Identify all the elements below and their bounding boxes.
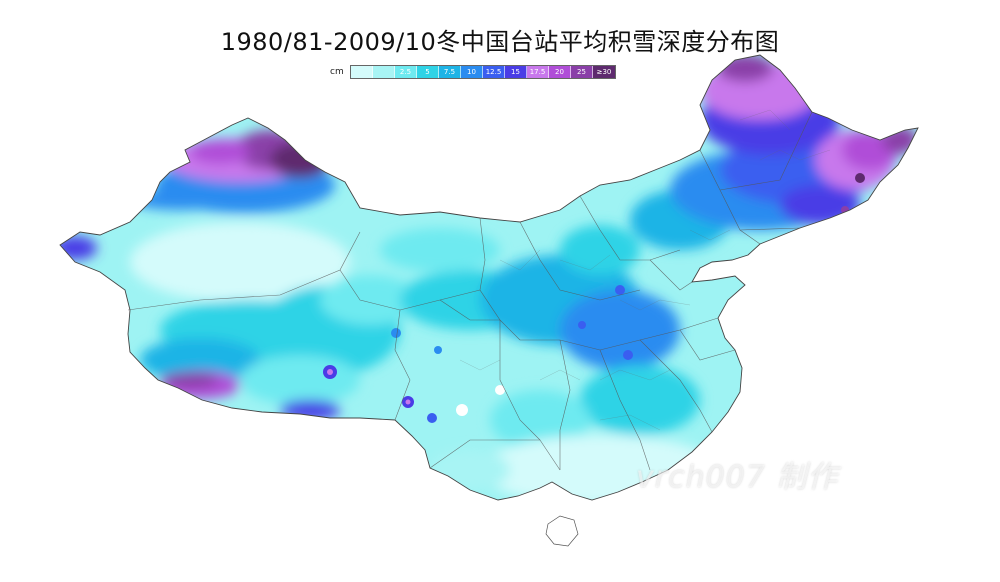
- legend-cell: [373, 66, 395, 78]
- legend-cell: ≥30: [593, 66, 615, 78]
- color-legend: cm 2.5 5 7.5 10 12.5 15 17.5 20 25 ≥30: [330, 65, 616, 79]
- legend-color-bar: 2.5 5 7.5 10 12.5 15 17.5 20 25 ≥30: [350, 65, 616, 79]
- legend-cell: 2.5: [395, 66, 417, 78]
- legend-cell: 25: [571, 66, 593, 78]
- legend-cell: 15: [505, 66, 527, 78]
- hainan-island-outline: [545, 515, 579, 547]
- legend-cell: 7.5: [439, 66, 461, 78]
- legend-cell: 12.5: [483, 66, 505, 78]
- legend-cell: 10: [461, 66, 483, 78]
- province-boundaries: [127, 111, 813, 471]
- watermark-text: vrch007 制作: [636, 460, 839, 495]
- city-boundaries: [459, 109, 831, 431]
- legend-cell: 5: [417, 66, 439, 78]
- china-border: [59, 54, 919, 501]
- legend-cell: 20: [549, 66, 571, 78]
- legend-cell: 17.5: [527, 66, 549, 78]
- legend-unit-label: cm: [330, 67, 344, 77]
- legend-cell: [351, 66, 373, 78]
- map-title: 1980/81-2009/10冬中国台站平均积雪深度分布图: [220, 28, 780, 56]
